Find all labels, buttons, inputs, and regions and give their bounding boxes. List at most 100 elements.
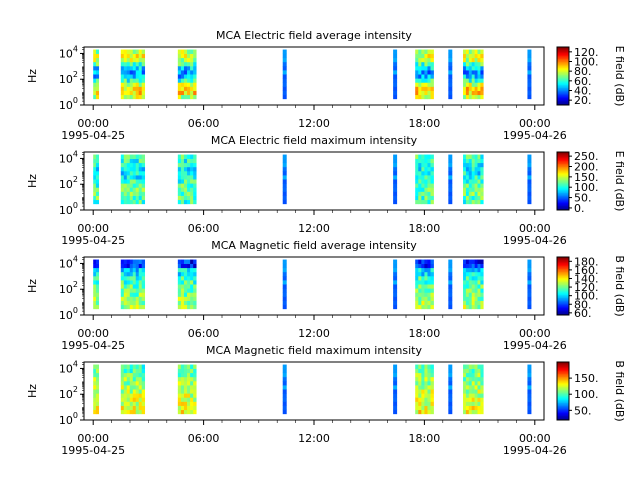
data-cell [282, 187, 287, 192]
data-cell [282, 183, 287, 188]
data-cell [135, 263, 140, 269]
data-cell [187, 267, 191, 273]
data-cell [93, 271, 97, 277]
data-cell [418, 158, 422, 164]
data-cell [427, 280, 431, 285]
data-cell [424, 49, 428, 54]
data-cell [427, 376, 431, 382]
data-cell [187, 304, 191, 310]
data-cell [193, 49, 197, 54]
panel-1: MCA Electric field average intensity1001… [26, 29, 626, 142]
data-cell [418, 380, 422, 386]
data-cell [415, 187, 419, 192]
data-cell [421, 271, 425, 277]
data-cell [468, 90, 473, 96]
data-cell [123, 401, 128, 406]
data-cell [393, 86, 398, 91]
data-cell [129, 70, 134, 75]
colorbar-cell [557, 306, 569, 309]
data-cell [465, 275, 470, 281]
data-cell [468, 296, 473, 301]
colorbar-cell [557, 89, 569, 91]
data-cell [421, 162, 425, 168]
data-cell [421, 199, 425, 205]
y-axis-label: Hz [26, 69, 39, 83]
data-cell [393, 284, 398, 289]
data-cell [282, 263, 287, 269]
data-cell [132, 376, 137, 382]
data-cell [418, 175, 422, 180]
data-cell [480, 154, 484, 159]
data-cell [183, 397, 188, 402]
data-cell [129, 195, 134, 201]
data-cell [126, 280, 131, 285]
data-cell [418, 65, 422, 71]
data-cell [187, 82, 191, 87]
data-cell [463, 170, 467, 176]
data-cell [477, 70, 481, 75]
data-cell [141, 405, 146, 411]
data-cell [393, 158, 398, 164]
data-cell [135, 288, 140, 293]
data-cell [141, 195, 146, 201]
data-cell [465, 300, 470, 306]
data-cell [465, 183, 470, 188]
data-cell [418, 170, 422, 176]
data-cell [177, 280, 182, 285]
data-cell [463, 263, 467, 269]
data-cell [427, 187, 431, 192]
data-cell [132, 94, 137, 100]
data-cell [187, 191, 191, 196]
data-cell [282, 191, 287, 196]
data-cell [177, 393, 182, 398]
data-cell [180, 259, 185, 264]
data-cell [141, 304, 146, 310]
data-cell [187, 296, 191, 301]
data-cell [190, 158, 194, 164]
data-cell [135, 368, 140, 374]
data-cell [138, 195, 143, 201]
data-cell [132, 280, 137, 285]
colorbar-cell [557, 194, 569, 196]
data-cell [93, 376, 97, 382]
data-cell [421, 90, 425, 96]
data-cell [477, 195, 481, 201]
colorbar-cell [557, 201, 569, 204]
data-cell [183, 401, 188, 406]
data-cell [430, 94, 434, 100]
data-cell [187, 183, 191, 188]
data-cell [480, 409, 484, 415]
data-cell [126, 162, 131, 168]
data-cell [123, 78, 128, 83]
data-cell [193, 300, 197, 306]
data-cell [474, 170, 478, 176]
data-cell [527, 49, 532, 54]
data-cell [415, 179, 419, 184]
x-tick-label: 06:00 [188, 432, 220, 445]
data-segment [415, 154, 434, 205]
data-cell [126, 405, 131, 411]
data-cell [126, 401, 131, 406]
data-cell [141, 86, 146, 91]
colorbar-cell [557, 83, 569, 86]
data-cell [95, 263, 100, 269]
data-cell [132, 405, 137, 411]
data-cell [193, 187, 197, 192]
data-cell [141, 57, 146, 63]
data-cell [193, 179, 197, 184]
data-cell [123, 372, 128, 378]
data-cell [95, 296, 100, 301]
data-cell [138, 175, 143, 180]
data-cell [129, 53, 134, 59]
colorbar-cell [557, 382, 569, 385]
data-cell [95, 376, 100, 382]
colorbar-cell [557, 370, 569, 373]
data-cell [430, 280, 434, 285]
data-cell [120, 57, 125, 63]
data-cell [120, 53, 125, 59]
colorbar-tick-label: 250. [574, 150, 599, 163]
data-cell [474, 267, 478, 273]
data-cell [424, 61, 428, 67]
data-cell [187, 154, 191, 159]
data-cell [474, 90, 478, 96]
